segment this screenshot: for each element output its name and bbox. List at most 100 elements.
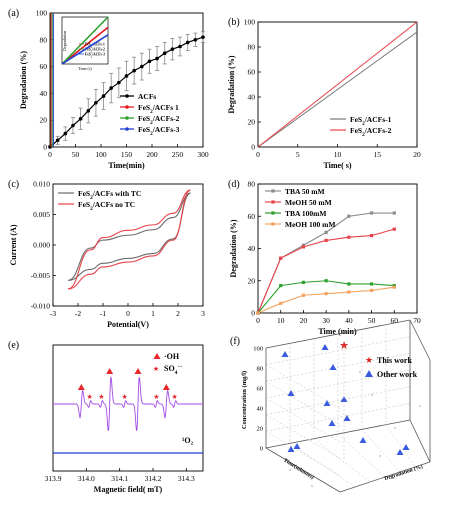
x-tick-label: 300 [197, 150, 209, 159]
cv-lower-curve [67, 189, 191, 290]
data-point [178, 44, 182, 49]
panel-c: -3 -2 -1 0 1 2 3 0.010 0.005 0.000 -0.005 -0.010 Pot… [8, 179, 205, 329]
other-work-point [328, 420, 336, 426]
oh-peak-marker [106, 368, 114, 374]
cv-lower-curve [67, 192, 191, 281]
projection-dot [309, 439, 311, 441]
data-point [347, 282, 351, 286]
other-work-point [281, 351, 289, 357]
other-work-point [287, 446, 295, 452]
y-axis-label: Degradation (%) [19, 51, 28, 109]
y-tick-label: 60 [248, 212, 256, 221]
projection-dot [359, 371, 361, 373]
box-edge [265, 447, 341, 493]
panel-label: (c) [8, 179, 19, 190]
y-tick-label: 20 [40, 116, 48, 125]
data-point [324, 230, 328, 234]
panel-b: 0 5 10 15 20 0 20 40 60 80 100 Time( s) Degradation … [227, 17, 421, 170]
panel-d: 0 10 20 30 40 50 60 70 0 20 40 60 80 Time (min) Degrad… [228, 179, 421, 336]
data-point [162, 51, 167, 55]
data-point [369, 211, 374, 215]
oh-peak-marker [162, 384, 170, 390]
data-point [170, 47, 175, 51]
data-point [347, 290, 351, 294]
x-tick-label: 200 [146, 150, 158, 159]
x-tick-label: 313.9 [45, 474, 62, 483]
legend-marker [125, 116, 129, 120]
legend-marker [271, 189, 275, 193]
x-axis-label: Time( s) [323, 161, 351, 170]
y-axis-label: Current (A) [9, 224, 18, 265]
series-line [257, 31, 418, 148]
other-work-point [402, 444, 410, 450]
legend-label: FeS2/ACFs 1 [138, 103, 179, 115]
z-tick-label: 0 [260, 446, 263, 453]
data-point [132, 68, 136, 73]
legend-label: SO4·− [164, 364, 182, 376]
plot-frame [257, 183, 418, 314]
data-point [301, 243, 306, 247]
epr-spectrum-line [53, 376, 203, 431]
grid-line [265, 414, 341, 459]
x-tick-label: 50 [368, 316, 376, 325]
data-point [193, 38, 198, 42]
x-tick-label: -2 [75, 309, 81, 318]
x-tick-label: 1 [151, 309, 155, 318]
series-line [257, 21, 418, 148]
legend-label: FeS2/ACFs-3 [85, 53, 105, 59]
y-tick-label: 0 [43, 143, 47, 152]
inset-y-label: Degradation [62, 31, 67, 51]
legend-label: FeS2/ACFs-2 [85, 48, 105, 54]
x-tick-label: 20 [413, 150, 421, 159]
data-point [201, 35, 205, 39]
data-point [101, 94, 106, 98]
legend-marker [271, 222, 275, 226]
y-tick-label: 0 [251, 309, 255, 318]
grid-line [337, 433, 386, 478]
legend-label: FeS2/ACFs no TC [78, 200, 135, 212]
so4-peak-marker: ★ [87, 393, 93, 401]
projection-dot [311, 485, 313, 487]
y-tick-label: 80 [40, 35, 48, 44]
legend-label: ACFs [138, 92, 156, 101]
x-tick-label: 30 [322, 316, 330, 325]
z-tick-label: 60 [257, 386, 264, 393]
x-axis-label: Time (min) [318, 327, 357, 336]
legend-label: Other work [377, 370, 418, 379]
other-work-point [396, 449, 404, 455]
data-point [147, 59, 152, 64]
legend-label: MeOH 50 mM [285, 198, 332, 207]
y-tick-label: 0 [251, 143, 255, 152]
panel-label: (f) [230, 336, 240, 347]
data-point [301, 245, 306, 249]
legend-label: TBA 100mM [285, 209, 326, 218]
x-tick-label: 314.1 [111, 474, 128, 483]
data-point [124, 74, 129, 78]
legend-marker [271, 211, 275, 215]
series-line [257, 280, 395, 314]
x-tick-label: 150 [121, 150, 133, 159]
x-tick-label: 40 [345, 316, 353, 325]
box-edge [409, 319, 431, 361]
panel-label: (a) [8, 8, 19, 19]
oh-peak-marker [77, 384, 85, 390]
data-point [301, 280, 306, 284]
annotation-singlet-oxygen: ¹O₂ [182, 436, 194, 445]
z-tick-label: 40 [257, 406, 264, 413]
so4-peak-marker: ★ [122, 393, 128, 401]
legend-marker: ★ [153, 365, 159, 373]
data-point [392, 285, 396, 289]
inset-series-line [61, 16, 109, 65]
y-tick-label: 40 [248, 244, 256, 253]
inset-x-label: Time (s) [78, 66, 92, 71]
x-axis-label: Time(minutes) [282, 457, 315, 481]
x-axis-label: Magnetic field( mT) [94, 485, 163, 494]
x-tick-label: 250 [172, 150, 184, 159]
y-tick-label: 0.010 [33, 180, 50, 189]
panel-a: 0 50 100 150 200 250 300020406080100Time(min)D… [8, 8, 209, 170]
x-tick-label: 2 [176, 309, 180, 318]
projection-dot [379, 455, 381, 457]
y-tick-label: -0.005 [31, 271, 51, 280]
data-point [279, 283, 283, 288]
